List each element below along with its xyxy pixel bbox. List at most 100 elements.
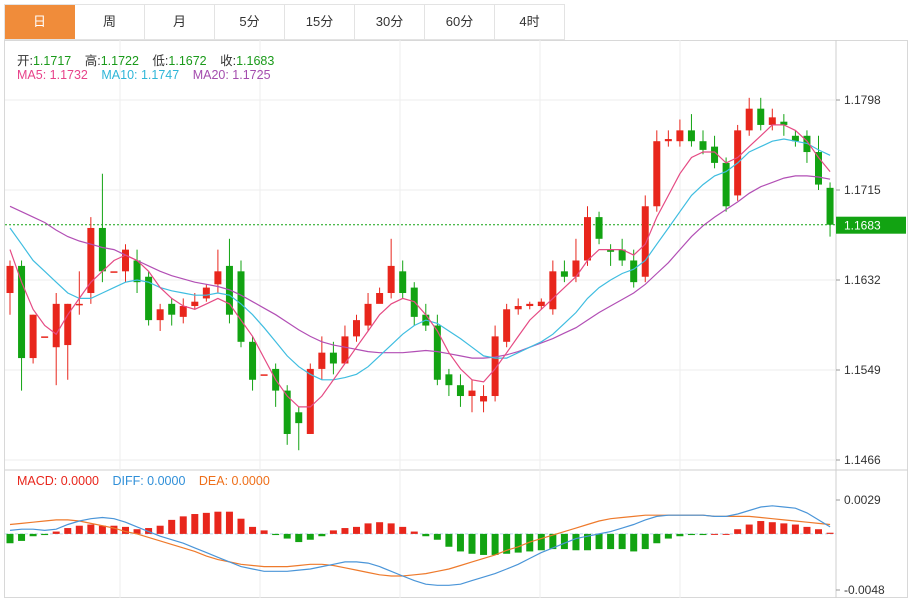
candle-body <box>41 336 49 338</box>
macd-bar <box>156 525 164 534</box>
macd-bar <box>272 533 280 536</box>
candle-body <box>156 309 164 321</box>
candle-body <box>237 271 245 342</box>
candle-body <box>572 260 580 277</box>
macd-bar <box>133 529 141 534</box>
ma20-line <box>9 175 831 359</box>
macd-bar <box>537 533 545 551</box>
candle-body <box>607 249 615 252</box>
macd-bar <box>630 533 638 552</box>
candle-body <box>780 121 788 125</box>
tab-60min[interactable]: 60分 <box>425 5 495 39</box>
macd-bar <box>780 523 788 534</box>
ma10-legend: MA10: 1.1747 <box>101 68 180 82</box>
last-price-label: 1.1683 <box>844 219 881 233</box>
macd-bar <box>607 533 615 550</box>
candle-body <box>791 135 799 142</box>
candle-body <box>468 390 476 397</box>
macd-bar <box>653 533 661 544</box>
candle-body <box>537 301 545 307</box>
high-label: 高: <box>84 54 101 68</box>
macd-bar <box>110 525 118 534</box>
candle-body <box>249 341 257 380</box>
candle-body <box>618 249 626 261</box>
y-tick-label: 1.1466 <box>844 453 881 467</box>
tab-week[interactable]: 周 <box>75 5 145 39</box>
candle-body <box>64 303 72 346</box>
macd-bar <box>260 530 268 534</box>
macd-bar <box>41 533 49 536</box>
tab-5min[interactable]: 5分 <box>215 5 285 39</box>
tab-30min[interactable]: 30分 <box>355 5 425 39</box>
macd-bar <box>722 533 730 535</box>
macd-bar <box>687 533 695 536</box>
candle-body <box>179 306 187 317</box>
macd-legend: MACD: 0.0000 DIFF: 0.0000 DEA: 0.0000 <box>17 474 280 488</box>
candle-body <box>283 390 291 434</box>
macd-bar <box>618 533 626 550</box>
macd-bar <box>387 523 395 534</box>
candle-body <box>641 206 649 277</box>
candle-body <box>480 396 488 402</box>
macd-bar <box>364 523 372 534</box>
candle-body <box>676 130 684 142</box>
macd-bar <box>29 533 37 537</box>
macd-bar <box>410 531 418 534</box>
macd-bar <box>237 518 245 534</box>
candle-body <box>191 301 199 307</box>
candle-body <box>549 271 557 310</box>
high-value: 1.1722 <box>100 54 139 68</box>
macd-bar <box>699 533 707 536</box>
macd-bar <box>318 533 326 537</box>
macd-bar <box>202 512 210 534</box>
candle-body <box>52 303 60 348</box>
macd-bar <box>399 526 407 534</box>
open-value: 1.1717 <box>32 54 72 68</box>
candle-body <box>75 303 83 306</box>
candle-body <box>122 249 129 272</box>
candle-body <box>29 314 37 359</box>
candle-body <box>584 217 591 261</box>
candle-body <box>445 374 453 386</box>
candle-body <box>664 139 672 142</box>
ma-legend: MA5: 1.1732 MA10: 1.1747 MA20: 1.1725 <box>17 68 281 82</box>
candle-body <box>526 303 534 307</box>
candle-body <box>387 265 395 294</box>
y-tick-label: 1.1715 <box>844 183 881 197</box>
macd-bar <box>641 533 649 550</box>
macd-bar <box>191 514 199 534</box>
candle-body <box>653 141 661 207</box>
macd-bar <box>75 525 83 534</box>
macd-value: MACD: 0.0000 <box>17 474 99 488</box>
diff-value: DIFF: 0.0000 <box>112 474 186 488</box>
macd-bar <box>179 516 187 534</box>
macd-bar <box>503 533 511 554</box>
macd-bar <box>6 533 14 544</box>
candle-body <box>214 271 222 285</box>
candle-body <box>364 303 372 326</box>
tab-4hour[interactable]: 4时 <box>495 5 565 39</box>
ma5-line <box>9 124 831 408</box>
candle-body <box>826 187 834 225</box>
macd-bar <box>283 533 291 539</box>
close-value: 1.1683 <box>236 54 275 68</box>
ma5-legend: MA5: 1.1732 <box>17 68 88 82</box>
candle-body <box>133 260 141 283</box>
macd-bar <box>676 533 684 537</box>
macd-bar <box>18 533 26 541</box>
dea-line <box>9 514 831 577</box>
candle-body <box>18 265 26 359</box>
candle-body <box>722 162 730 207</box>
low-label: 低: <box>152 54 169 68</box>
macd-bar <box>491 533 499 555</box>
tab-day[interactable]: 日 <box>5 5 75 39</box>
tab-15min[interactable]: 15分 <box>285 5 355 39</box>
macd-bar <box>711 533 719 535</box>
macd-bar <box>480 533 488 555</box>
macd-bar <box>549 533 557 550</box>
macd-bar <box>422 533 430 537</box>
tab-month[interactable]: 月 <box>145 5 215 39</box>
ma10-line <box>9 138 831 381</box>
candle-body <box>6 265 14 294</box>
